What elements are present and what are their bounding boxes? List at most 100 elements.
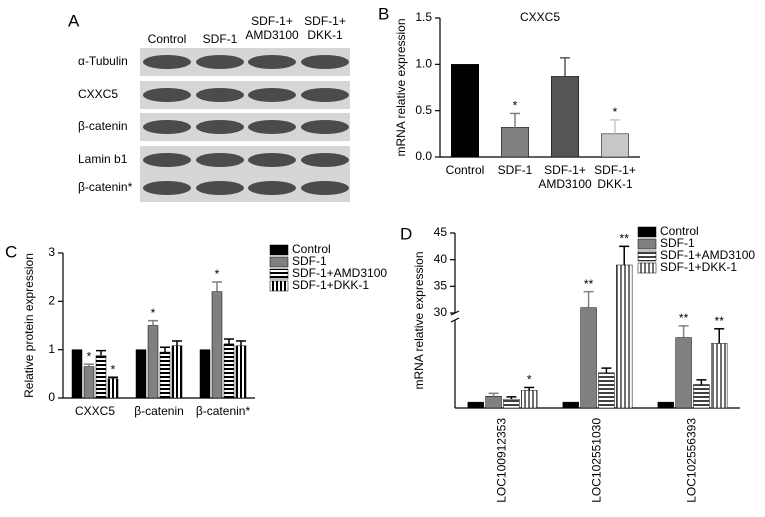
bar xyxy=(211,291,223,399)
x-tick-label: β-catenin* xyxy=(196,404,251,418)
significance: * xyxy=(527,373,532,387)
legend-swatch xyxy=(269,244,289,256)
blot-column-label: SDF-1+ DKK-1 xyxy=(304,14,346,42)
legend-label: Control xyxy=(292,242,331,256)
bar xyxy=(598,372,615,409)
blot-band xyxy=(301,88,349,102)
legend-swatch xyxy=(269,256,289,268)
bar xyxy=(693,384,710,409)
y-tick-label: 1.0 xyxy=(415,57,432,71)
bar xyxy=(711,343,728,409)
panel-label: C xyxy=(5,242,17,261)
blot-band xyxy=(248,88,296,102)
blot-band xyxy=(301,181,349,195)
bar xyxy=(467,401,484,409)
bar xyxy=(135,349,147,399)
significance: * xyxy=(151,306,156,320)
blot-band xyxy=(143,181,191,195)
bar xyxy=(562,401,579,409)
bar xyxy=(223,343,235,399)
y-axis-label: Relative protein expression xyxy=(22,253,36,398)
blot-band xyxy=(301,120,349,134)
significance: ** xyxy=(679,311,689,325)
legend-label: Control xyxy=(660,224,699,238)
x-tick-label: SDF-1+ AMD3100 xyxy=(538,163,592,191)
blot-band xyxy=(143,88,191,102)
blot-band xyxy=(301,153,349,167)
x-tick-label: CXXC5 xyxy=(75,404,115,418)
bar xyxy=(107,378,119,399)
legend-label: SDF-1+AMD3100 xyxy=(660,248,755,262)
blot-band xyxy=(196,153,244,167)
bar xyxy=(657,401,674,409)
significance: ** xyxy=(620,232,630,246)
blot-row-label: α-Tubulin xyxy=(78,54,128,68)
bar xyxy=(601,133,629,158)
blot-column-label: Control xyxy=(148,32,187,46)
bar xyxy=(71,349,83,399)
y-axis-label: mRNA relative expression xyxy=(412,251,426,389)
x-tick-label: LOC102556393 xyxy=(685,418,699,503)
legend-swatch xyxy=(269,268,289,280)
blot-row-label: β-catenin xyxy=(78,119,128,133)
y-tick-label: 45 xyxy=(434,225,448,239)
legend-label: SDF-1 xyxy=(292,254,327,268)
legend-swatch xyxy=(269,280,289,292)
blot-row-label: Lamin b1 xyxy=(78,152,128,166)
x-tick-label: LOC100912353 xyxy=(495,418,509,503)
blot-band xyxy=(196,88,244,102)
bar xyxy=(147,325,159,399)
blot-column-label: SDF-1+ AMD3100 xyxy=(245,14,299,42)
legend-swatch xyxy=(637,226,657,238)
legend-swatch xyxy=(637,250,657,262)
bar xyxy=(551,76,579,158)
bar xyxy=(95,355,107,399)
bar xyxy=(171,345,183,399)
panel-label: D xyxy=(400,224,412,243)
blot-column-label: SDF-1 xyxy=(203,32,238,46)
blot-row-label: β-catenin* xyxy=(78,180,133,194)
significance: ** xyxy=(584,277,594,291)
y-tick-label: 0.0 xyxy=(415,149,432,163)
y-tick-label: 0.5 xyxy=(415,103,432,117)
bar xyxy=(675,337,692,409)
significance: * xyxy=(111,362,116,376)
blot-band xyxy=(248,55,296,69)
x-tick-label: LOC102551030 xyxy=(590,418,604,503)
bar xyxy=(521,390,538,409)
y-tick-label: 35 xyxy=(434,279,448,293)
significance: * xyxy=(215,267,220,281)
bar xyxy=(159,351,171,399)
bar xyxy=(83,366,95,399)
significance: * xyxy=(613,105,618,119)
panel-label: B xyxy=(378,4,389,23)
significance: * xyxy=(87,349,92,363)
y-tick-label: 3 xyxy=(48,245,55,259)
bar xyxy=(235,345,247,399)
blot-band xyxy=(143,153,191,167)
blot-band xyxy=(196,181,244,195)
blot-band xyxy=(301,55,349,69)
bar xyxy=(199,349,211,399)
bar xyxy=(580,307,597,409)
legend-swatch xyxy=(637,238,657,250)
legend-label: SDF-1+AMD3100 xyxy=(292,266,387,280)
significance: ** xyxy=(715,314,725,328)
blot-band xyxy=(248,181,296,195)
blot-row-label: CXXC5 xyxy=(78,87,118,101)
bar xyxy=(451,64,479,158)
legend-swatch xyxy=(637,262,657,274)
y-tick-label: 1 xyxy=(48,342,55,356)
x-tick-label: SDF-1+ DKK-1 xyxy=(594,163,636,191)
bar xyxy=(501,127,529,158)
legend-label: SDF-1+DKK-1 xyxy=(660,260,737,274)
y-tick-label: 0 xyxy=(48,390,55,404)
x-tick-label: Control xyxy=(446,163,485,177)
blot-band xyxy=(248,120,296,134)
bar xyxy=(616,264,633,409)
legend-label: SDF-1 xyxy=(660,236,695,250)
x-tick-label: SDF-1 xyxy=(498,163,533,177)
bar xyxy=(503,398,520,409)
blot-band xyxy=(196,55,244,69)
